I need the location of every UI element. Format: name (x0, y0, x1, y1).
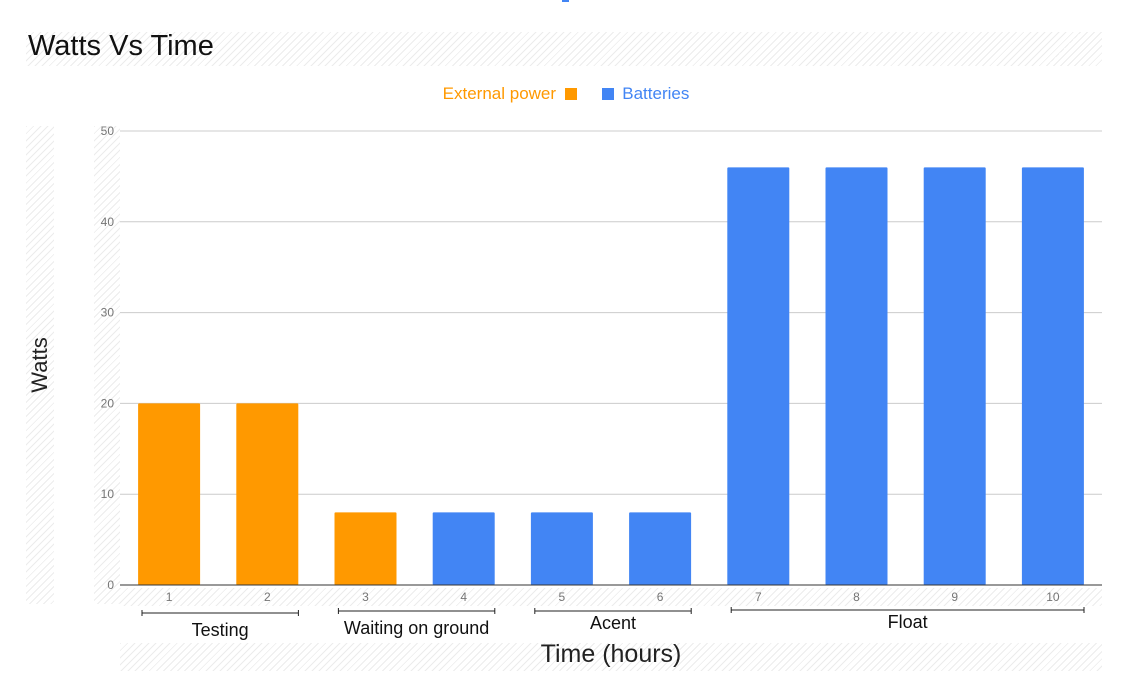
bar-external-power[interactable] (236, 403, 299, 585)
x-tick-label: 5 (559, 590, 566, 604)
x-tick-label: 1 (166, 590, 173, 604)
y-tick-label: 0 (107, 578, 114, 592)
bar-batteries[interactable] (923, 167, 986, 585)
legend-item-external-power[interactable]: External power (443, 84, 581, 104)
x-tick-label: 7 (755, 590, 762, 604)
y-tick-label: 10 (101, 487, 115, 501)
x-tick-band (120, 588, 1102, 606)
bar-batteries[interactable] (432, 512, 495, 585)
y-axis-label-band (26, 126, 54, 604)
y-tick-label: 50 (101, 124, 115, 138)
legend-label-external-power: External power (442, 84, 557, 103)
bar-batteries[interactable] (1021, 167, 1084, 585)
bar-batteries[interactable] (727, 167, 790, 585)
top-edge-mark (562, 0, 569, 2)
chart-title: Watts Vs Time (28, 30, 214, 62)
y-tick-label: 30 (101, 306, 115, 320)
x-axis-label: Time (hours) (540, 640, 682, 668)
x-axis-label-band (120, 643, 1102, 671)
legend-swatch-batteries (601, 88, 614, 100)
bar-batteries[interactable] (629, 512, 692, 585)
legend-swatch-external-power (564, 88, 577, 100)
y-tick-label: 20 (101, 396, 115, 410)
legend-item-batteries[interactable]: Batteries (598, 84, 690, 104)
x-tick-label: 2 (264, 590, 271, 604)
x-tick-label: 3 (362, 590, 369, 604)
legend-label-batteries: Batteries (622, 84, 690, 103)
phase-label: Acent (589, 613, 637, 633)
bar-external-power[interactable] (138, 403, 201, 585)
bar-external-power[interactable] (334, 512, 397, 585)
y-tick-band (94, 126, 120, 604)
phase-label: Testing (191, 620, 249, 640)
x-tick-label: 6 (657, 590, 664, 604)
x-tick-label: 4 (460, 590, 467, 604)
title-band (26, 32, 1102, 66)
x-tick-label: 9 (951, 590, 958, 604)
phase-label: Float (887, 612, 928, 632)
phase-label: Waiting on ground (343, 618, 490, 638)
bar-batteries[interactable] (530, 512, 593, 585)
y-tick-label: 40 (101, 215, 115, 229)
legend[interactable]: External power Batteries (0, 84, 1132, 104)
bar-batteries[interactable] (825, 167, 888, 585)
x-tick-label: 10 (1046, 590, 1060, 604)
x-tick-label: 8 (853, 590, 860, 604)
